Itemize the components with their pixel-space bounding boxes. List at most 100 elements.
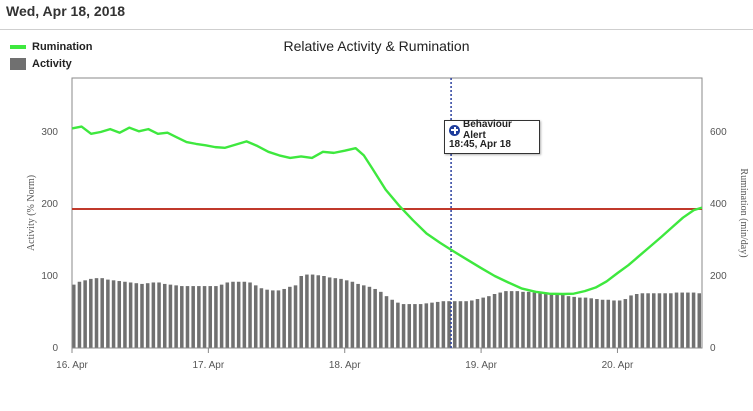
activity-bar (640, 293, 645, 348)
activity-bar (225, 282, 230, 348)
legend: Rumination Activity (10, 38, 93, 72)
activity-bar (526, 291, 531, 348)
y-right-tick-label: 600 (710, 127, 727, 138)
activity-bar (111, 280, 116, 348)
activity-bar (350, 281, 355, 348)
legend-label-rumination: Rumination (32, 40, 93, 53)
activity-bar (674, 292, 679, 348)
activity-bar (487, 296, 491, 348)
activity-bar (185, 286, 190, 348)
activity-bar (248, 282, 252, 348)
activity-bar (100, 278, 104, 348)
y-right-tick-label: 0 (710, 343, 716, 354)
activity-bar (504, 291, 508, 348)
activity-bar (362, 285, 366, 348)
activity-bar (566, 296, 571, 348)
activity-bar (578, 297, 582, 348)
activity-bar (612, 300, 616, 348)
activity-bar (629, 295, 633, 348)
activity-bar (168, 284, 173, 348)
activity-bar (293, 285, 298, 348)
activity-bar (77, 281, 82, 348)
activity-bar (572, 296, 576, 348)
activity-bar (271, 290, 275, 348)
activity-bar (407, 304, 412, 348)
activity-bar (180, 286, 184, 348)
behaviour-alert-tooltip: Behaviour Alert 18:45, Apr 18 (444, 119, 540, 154)
right-axis: 0 200 400 600 (710, 127, 727, 354)
rumination-line (71, 125, 703, 296)
activity-bar (373, 288, 377, 348)
activity-bar (686, 292, 690, 348)
activity-bar (481, 297, 485, 348)
activity-bar (134, 283, 139, 348)
activity-bar (441, 301, 446, 348)
activity-bar (634, 294, 639, 348)
activity-bar (543, 293, 548, 348)
activity-bar (475, 299, 480, 348)
activity-bar (259, 288, 264, 348)
activity-bar (140, 283, 144, 348)
activity-bar (561, 294, 565, 348)
activity-bar (646, 293, 650, 348)
date-title: Wed, Apr 18, 2018 (6, 3, 126, 19)
tooltip-time: 18:45, Apr 18 (449, 138, 511, 150)
x-axis: 16. Apr 17. Apr 18. Apr 19. Apr 20. Apr (56, 348, 634, 371)
activity-bar (652, 293, 656, 348)
x-tick-label: 20. Apr (602, 360, 634, 371)
activity-bar (680, 292, 684, 348)
activity-bar (157, 282, 161, 348)
activity-bars (72, 274, 702, 348)
y-axis-title-right: Rumination (min/day) (738, 168, 749, 257)
legend-label-activity: Activity (32, 57, 72, 70)
activity-bar (447, 301, 451, 348)
activity-bar (470, 300, 474, 348)
y-right-tick-label: 200 (710, 271, 727, 282)
x-tick-label: 17. Apr (193, 360, 225, 371)
activity-bar (89, 278, 93, 348)
activity-bar (242, 281, 247, 348)
activity-bar (72, 284, 76, 348)
x-tick-label: 18. Apr (329, 360, 361, 371)
activity-bar (430, 302, 434, 348)
activity-bar (657, 293, 662, 348)
activity-bar (344, 280, 349, 348)
activity-bar (123, 281, 127, 348)
activity-bar (396, 302, 400, 348)
activity-bar (413, 304, 417, 348)
activity-bar (424, 303, 429, 348)
activity-bar (464, 301, 468, 348)
activity-bar (356, 283, 360, 348)
activity-swatch (10, 57, 26, 70)
activity-bar (202, 286, 207, 348)
activity-bar (600, 299, 605, 348)
activity-bar (322, 276, 326, 348)
activity-bar (191, 286, 195, 348)
activity-bar (106, 279, 110, 348)
activity-bar (151, 282, 156, 348)
activity-bar (83, 280, 87, 348)
y-axis-title-left: Activity (% Norm) (26, 175, 37, 251)
activity-bar (265, 289, 269, 348)
activity-bar (316, 275, 321, 348)
activity-bar (197, 286, 201, 348)
activity-bar (669, 293, 673, 348)
activity-bar (418, 304, 423, 348)
activity-bar (606, 299, 611, 348)
activity-bar (617, 300, 622, 348)
activity-bar (401, 304, 406, 348)
legend-item-rumination[interactable]: Rumination (10, 38, 93, 55)
chart-title: Relative Activity & Rumination (283, 38, 470, 54)
legend-item-activity[interactable]: Activity (10, 55, 93, 72)
activity-bar (117, 281, 122, 348)
activity-bar (327, 277, 332, 348)
activity-bar (515, 291, 520, 348)
left-axis: 0 100 200 300 (41, 127, 58, 354)
y-left-tick-label: 0 (52, 343, 58, 354)
activity-bar (333, 278, 338, 348)
activity-bar (214, 286, 218, 348)
activity-bar (390, 299, 394, 348)
activity-bar (174, 285, 178, 348)
activity-bar (691, 292, 696, 348)
